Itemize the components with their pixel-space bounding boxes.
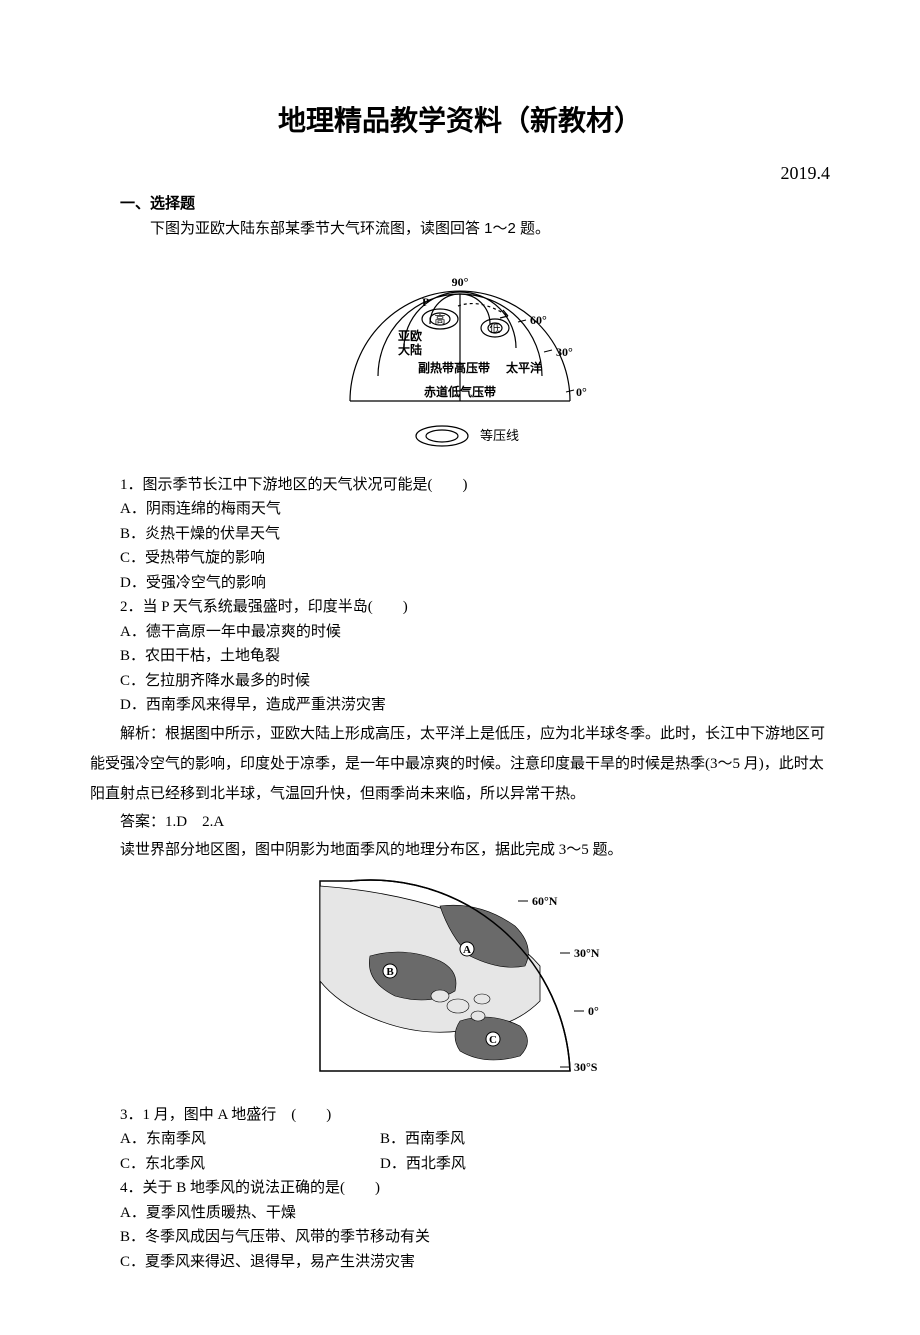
legend-isobar: 等压线 (480, 428, 519, 443)
q4-opt-b: B．冬季风成因与气压带、风带的季节移动有关 (90, 1226, 830, 1249)
label-p: P (422, 295, 429, 309)
q3-opts-row2: C．东北季风 D．西北季风 (90, 1153, 830, 1176)
label-low: 低 (490, 322, 501, 335)
label-subtropical: 副热带高压带 (418, 360, 490, 375)
marker-c: C (489, 1034, 497, 1046)
q4-opt-c: C．夏季风来得迟、退得早，易产生洪涝灾害 (90, 1251, 830, 1274)
q1-stem: 1．图示季节长江中下游地区的天气状况可能是( ) (90, 474, 830, 497)
doc-date: 2019.4 (90, 160, 830, 187)
q2-opt-b: B．农田干枯，土地龟裂 (90, 645, 830, 668)
q1-opt-d: D．受强冷空气的影响 (90, 572, 830, 595)
analysis-1-2: 解析：根据图中所示，亚欧大陆上形成高压，太平洋上是低压，应为北半球冬季。此时，长… (90, 719, 830, 809)
figure-2: 60°N 30°N 0° 30°S A B C (90, 871, 830, 1094)
q1-opt-b: B．炎热干燥的伏旱天气 (90, 523, 830, 546)
q1-opt-a: A．阴雨连绵的梅雨天气 (90, 498, 830, 521)
label-continent: 大陆 (398, 342, 422, 357)
section-heading: 一、选择题 (90, 193, 830, 216)
q3-opt-d: D．西北季风 (380, 1153, 466, 1176)
figure-1: 90° 60° 30° 0° P 高 低 亚欧 大陆 副热带高压带 太平洋 赤道… (90, 246, 830, 464)
q2-opt-d: D．西南季风来得早，造成严重洪涝灾害 (90, 694, 830, 717)
lat-90: 90° (452, 275, 469, 289)
q2-opt-a: A．德干高原一年中最凉爽的时候 (90, 621, 830, 644)
lat-0: 0° (588, 1004, 599, 1018)
q3-opt-b: B．西南季风 (380, 1128, 465, 1151)
marker-b: B (386, 966, 394, 978)
q1-opt-c: C．受热带气旋的影响 (90, 547, 830, 570)
answer-1-2: 答案：1.D 2.A (90, 811, 830, 834)
lat-30n: 30°N (574, 946, 600, 960)
lat-60n: 60°N (532, 894, 558, 908)
label-asia: 亚欧 (398, 328, 422, 343)
lat-30s: 30°S (574, 1060, 598, 1074)
label-high: 高 (435, 312, 446, 326)
label-equator: 赤道低气压带 (424, 384, 496, 399)
lat-60: 60° (530, 313, 547, 327)
q3-opt-a: A．东南季风 (120, 1128, 380, 1151)
q3-stem: 3．1 月，图中 A 地盛行 ( ) (90, 1104, 830, 1127)
q12-intro: 下图为亚欧大陆东部某季节大气环流图，读图回答 1～2 题。 (90, 218, 830, 241)
doc-title: 地理精品教学资料（新教材） (90, 100, 830, 142)
q4-opt-a: A．夏季风性质暖热、干燥 (90, 1202, 830, 1225)
marker-a: A (463, 944, 471, 956)
lat-30: 30° (556, 345, 573, 359)
q2-opt-c: C．乞拉朋齐降水最多的时候 (90, 670, 830, 693)
label-pacific: 太平洋 (506, 360, 542, 375)
lat-0: 0° (576, 385, 587, 399)
q3-opts-row1: A．东南季风 B．西南季风 (90, 1128, 830, 1151)
q2-stem: 2．当 P 天气系统最强盛时，印度半岛( ) (90, 596, 830, 619)
q4-stem: 4．关于 B 地季风的说法正确的是( ) (90, 1177, 830, 1200)
q345-intro: 读世界部分地区图，图中阴影为地面季风的地理分布区，据此完成 3～5 题。 (90, 835, 830, 865)
q3-opt-c: C．东北季风 (120, 1153, 380, 1176)
